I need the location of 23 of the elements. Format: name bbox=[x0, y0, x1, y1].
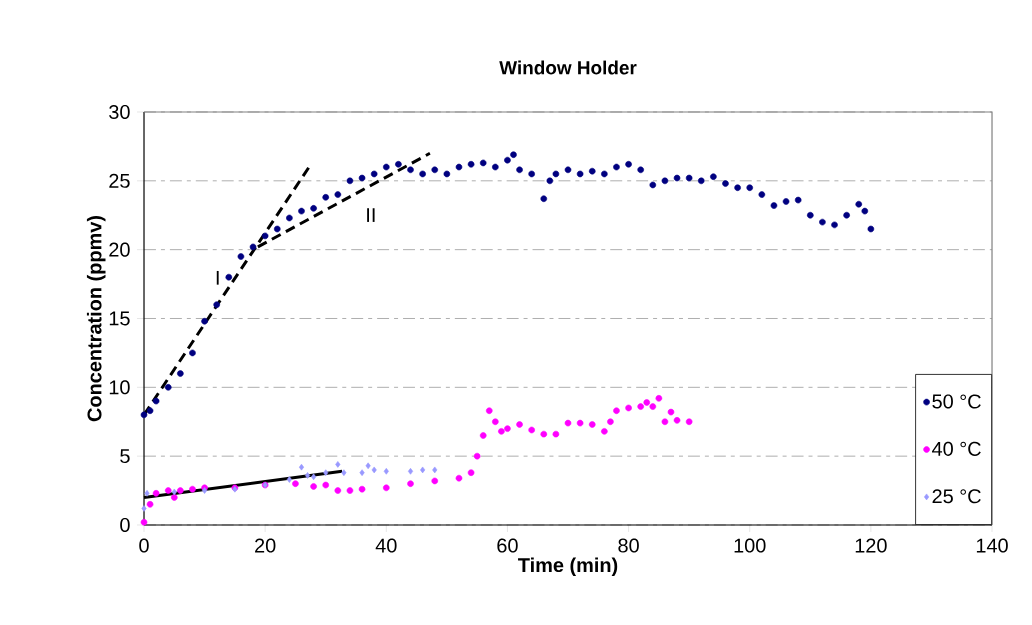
x-tick-label: 20 bbox=[255, 538, 276, 553]
x-tick-label: 100 bbox=[734, 538, 766, 553]
y-tick-label: 25 bbox=[109, 173, 130, 188]
series-label: I bbox=[216, 270, 219, 285]
y-tick-label: 15 bbox=[109, 311, 130, 326]
x-tick-label: 120 bbox=[855, 538, 887, 553]
legend-label: 25 °C bbox=[932, 489, 981, 504]
x-tick-label: 40 bbox=[375, 538, 397, 553]
legend-label: 50 °C bbox=[932, 394, 981, 409]
x-tick-label: 60 bbox=[497, 538, 518, 553]
series-label: II bbox=[367, 208, 375, 222]
x-axis-title: Time (min) bbox=[518, 557, 618, 577]
y-tick-label: 20 bbox=[109, 242, 130, 257]
x-tick-label: 0 bbox=[139, 538, 149, 553]
y-tick-label: 10 bbox=[109, 380, 130, 395]
y-tick-label: 30 bbox=[109, 104, 130, 120]
legend-label: 40 °C bbox=[932, 441, 981, 456]
chart-title: Window Holder bbox=[499, 60, 637, 75]
y-tick-label: 0 bbox=[120, 517, 130, 533]
y-axis-title: Concentration (ppmv) bbox=[86, 216, 106, 422]
x-tick-label: 140 bbox=[976, 538, 1008, 553]
y-tick-label: 5 bbox=[120, 449, 130, 464]
x-tick-label: 80 bbox=[618, 538, 639, 553]
